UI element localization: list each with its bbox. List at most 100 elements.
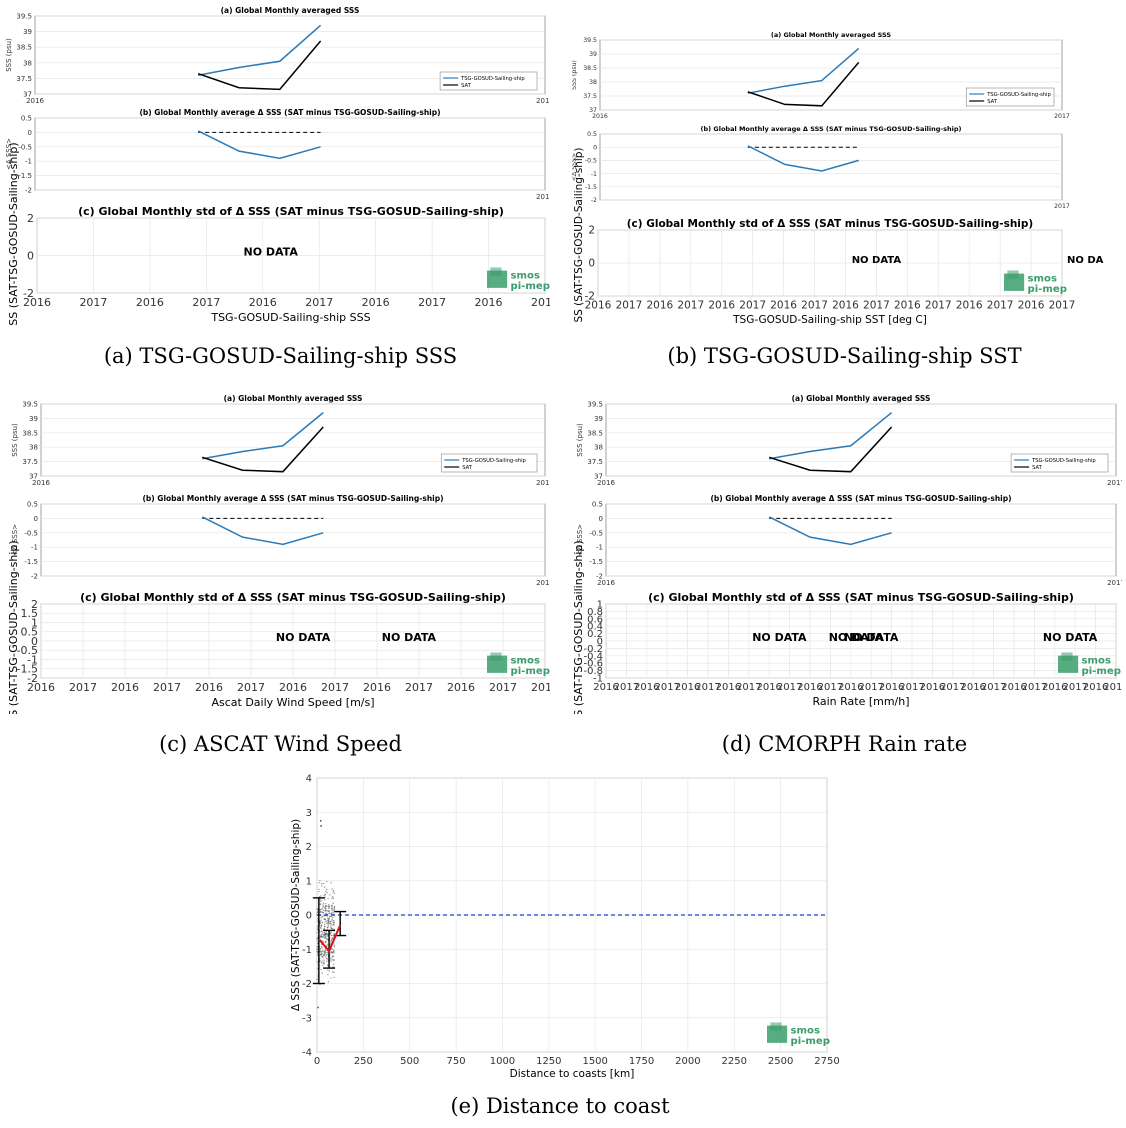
- legend-label: SAT: [987, 99, 998, 105]
- y-axis-label: SSS (psu): [572, 60, 578, 90]
- scatter-point: [333, 920, 335, 922]
- scatter-point: [326, 960, 328, 963]
- y-tick-label: -0.4: [583, 651, 603, 662]
- scatter-point: [330, 940, 332, 942]
- x-axis-label: Rain Rate [mm/h]: [812, 695, 909, 708]
- x-tick-label: 2017: [1054, 203, 1070, 210]
- figure-d-svg: (a) Global Monthly averaged SSS 37 37.5 38 3…: [572, 394, 1122, 714]
- scatter-point: [329, 925, 332, 927]
- figure-c-svg: (a) Global Monthly averaged SSS 37 37.5 38 3…: [7, 394, 550, 714]
- x-tick-label: 2016: [27, 681, 55, 694]
- scatter-point: [330, 934, 333, 937]
- plot-frame: [605, 503, 1117, 577]
- x-tick-label: 2016: [956, 300, 983, 312]
- y-tick-label: -0.5: [17, 644, 38, 657]
- y-tick-label: 37: [594, 472, 603, 480]
- y-tick-label: 0.2: [587, 629, 603, 640]
- y-tick-label: 37: [23, 90, 32, 98]
- x-tick-label: 2017: [153, 681, 181, 694]
- y-tick-label: -0.5: [585, 158, 597, 165]
- y-tick-label: 38.5: [587, 429, 603, 437]
- scatter-point: [316, 961, 318, 963]
- figure-c: (a) Global Monthly averaged SSS 37 37.5 38 3…: [5, 392, 550, 714]
- x-tick-label: 2017: [899, 682, 924, 693]
- y-tick-label: 2: [27, 212, 34, 225]
- x-tick-label: 2017: [925, 300, 952, 312]
- x-tick-label: 2017: [536, 479, 550, 487]
- scatter-point: [330, 920, 332, 922]
- scatter-point: [333, 905, 336, 908]
- scatter-point: [332, 902, 334, 905]
- scatter-point: [316, 938, 318, 940]
- y-tick-label: 0.8: [587, 607, 603, 618]
- scatter-point: [331, 905, 334, 907]
- y-tick-label: -1.5: [585, 184, 597, 191]
- y-tick-label: -1.5: [589, 558, 603, 566]
- y-tick-label: -2: [591, 197, 597, 204]
- x-tick-label: 2016: [597, 479, 615, 487]
- x-tick-label: 2017: [739, 300, 766, 312]
- x-tick-label: 0: [314, 1056, 320, 1067]
- y-tick-label: -1.5: [24, 558, 38, 566]
- scatter-point: [324, 949, 326, 952]
- logo-text: smos: [1028, 274, 1057, 285]
- scatter-point: [324, 906, 327, 909]
- scatter-point: [325, 954, 328, 956]
- no-data-label: NO DATA: [852, 255, 902, 266]
- series-line: [747, 47, 860, 94]
- series-line: [202, 426, 324, 473]
- x-tick-label: 2017: [1062, 682, 1087, 693]
- x-tick-label: 2017: [818, 682, 843, 693]
- y-tick-label: 39: [589, 51, 597, 58]
- y-tick-label: 37: [29, 472, 38, 480]
- scatter-point: [325, 932, 327, 934]
- x-tick-label: 2017: [489, 681, 517, 694]
- legend-box: [440, 453, 538, 473]
- x-tick-label: 500: [400, 1056, 419, 1067]
- series-line: [747, 61, 860, 107]
- scatter-point: [325, 888, 328, 891]
- scatter-point: [325, 957, 328, 959]
- logo-text: smos: [511, 656, 540, 667]
- scatter-point: [323, 933, 326, 935]
- caption-e: (e) Distance to coast: [450, 1094, 670, 1118]
- scatter-point: [320, 953, 323, 955]
- x-tick-label: 2016: [832, 300, 859, 312]
- panel: (c) Global Monthly std of Δ SSS (SAT min…: [585, 218, 1104, 326]
- x-tick-label: 2016: [475, 296, 503, 309]
- y-axis-label: <Δ SSS>: [11, 524, 19, 556]
- scatter-point: [320, 908, 322, 910]
- y-tick-label: -2: [302, 979, 312, 990]
- x-tick-label: 2017: [1054, 113, 1070, 120]
- scatter-point: [332, 910, 334, 912]
- series-line: [198, 24, 322, 77]
- y-tick-label: 0: [34, 515, 38, 523]
- scatter-point: [329, 894, 331, 896]
- scatter-point: [322, 912, 324, 914]
- no-data-label: NO DATA: [844, 631, 899, 644]
- panel-title: (b) Global Monthly average Δ SSS (SAT mi…: [710, 494, 1011, 503]
- x-tick-label: 2016: [920, 682, 945, 693]
- scatter-point: [332, 955, 335, 958]
- scatter-point: [329, 915, 332, 918]
- scatter-point: [319, 909, 321, 911]
- x-tick-label: 2017: [801, 300, 828, 312]
- scatter-point: [322, 882, 325, 885]
- scatter-point: [320, 969, 322, 971]
- panel: (c) Global Monthly std of Δ SSS (SAT min…: [17, 591, 550, 709]
- legend-label: TSG-GOSUD-Sailing-ship: [986, 92, 1051, 98]
- scatter-point: [322, 905, 325, 908]
- panel-title: (c) Global Monthly std of Δ SSS (SAT min…: [80, 591, 506, 604]
- scatter-point: [328, 918, 330, 920]
- x-tick-label: 2016: [708, 300, 735, 312]
- scatter-point: [328, 906, 330, 909]
- y-tick-label: 4: [306, 774, 312, 785]
- x-tick-label: 2016: [362, 296, 390, 309]
- y-tick-label: -3: [302, 1013, 312, 1024]
- scatter-point: [323, 937, 326, 939]
- x-tick-label: 1000: [490, 1056, 515, 1067]
- panel: (b) Global Monthly average Δ SSS (SAT mi…: [11, 494, 550, 587]
- scatter-point: [333, 976, 335, 979]
- scatter-point: [321, 932, 324, 934]
